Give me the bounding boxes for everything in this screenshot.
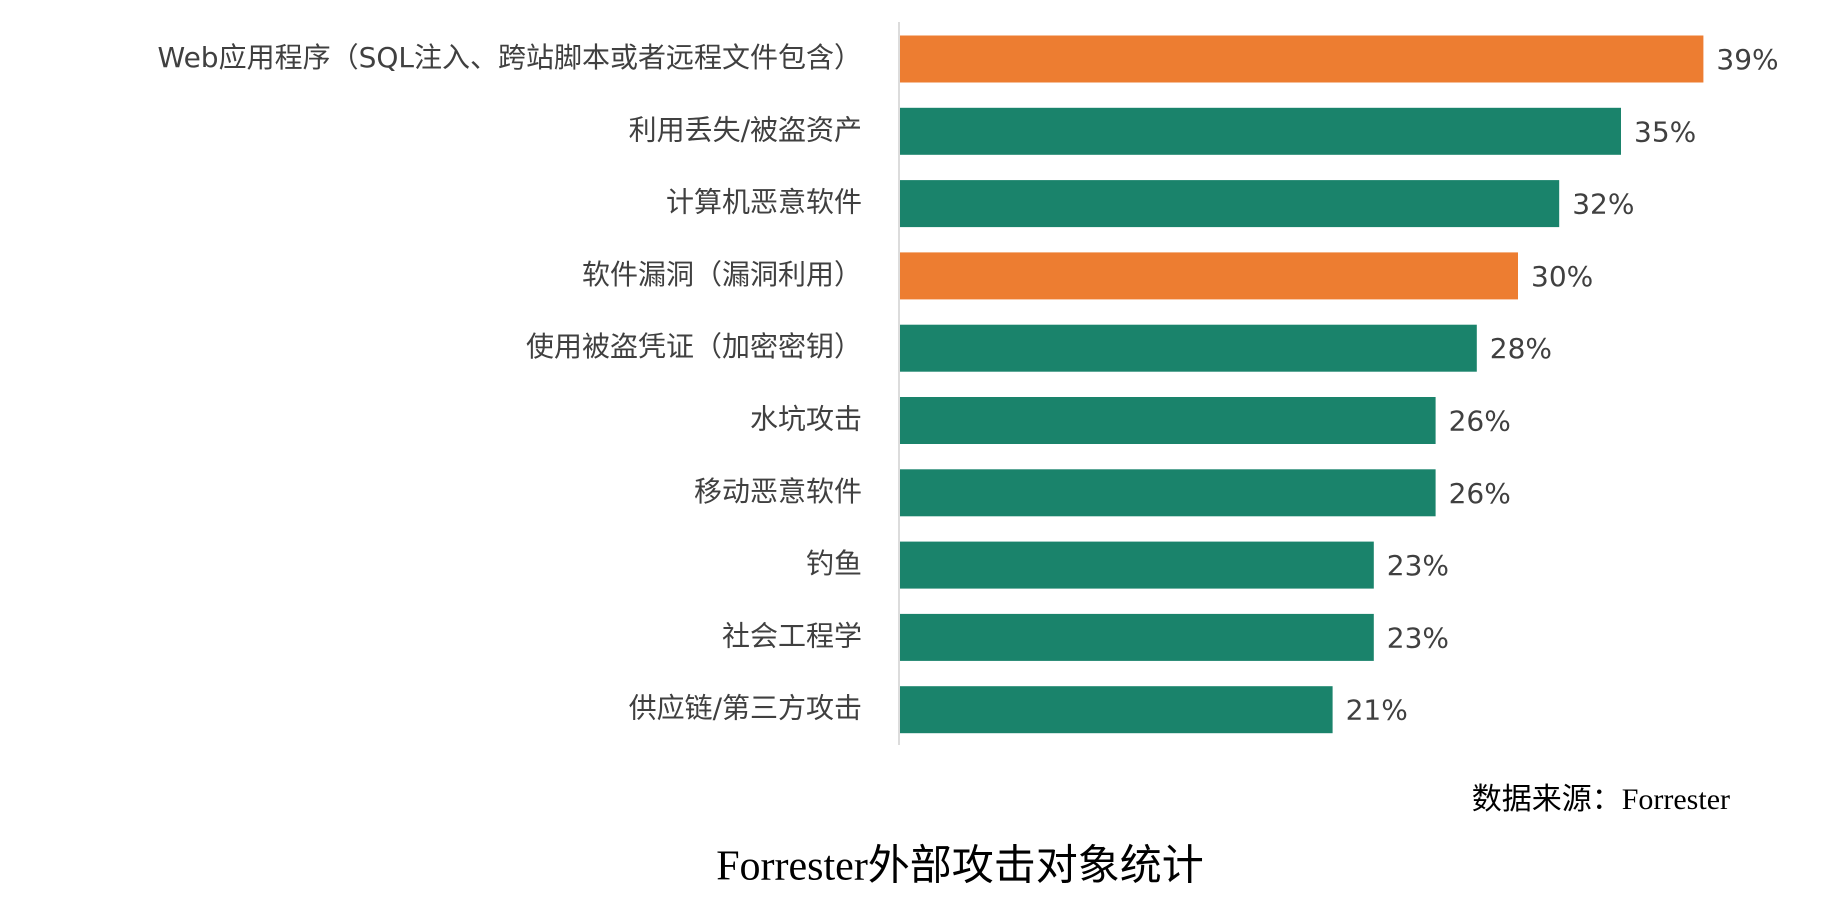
- bar: [900, 35, 1704, 83]
- category-label: 计算机恶意软件: [666, 186, 862, 219]
- value-label: 35%: [1634, 115, 1696, 148]
- category-label: 供应链/第三方攻击: [629, 692, 862, 725]
- bar: [900, 107, 1621, 155]
- bar: [900, 686, 1333, 734]
- value-label: 39%: [1716, 43, 1778, 76]
- value-label: 26%: [1449, 405, 1511, 438]
- value-label: 23%: [1387, 621, 1449, 654]
- value-label: 26%: [1449, 477, 1511, 510]
- value-label: 28%: [1490, 332, 1552, 365]
- category-label: Web应用程序（SQL注入、跨站脚本或者远程文件包含）: [158, 41, 862, 74]
- category-label: 移动恶意软件: [694, 475, 862, 508]
- bar: [900, 397, 1436, 444]
- bar: [900, 613, 1374, 661]
- category-label: 水坑攻击: [750, 403, 862, 436]
- bar: [900, 469, 1436, 517]
- bar: [900, 252, 1518, 300]
- value-label: 30%: [1531, 260, 1593, 293]
- bar: [900, 541, 1374, 589]
- category-label: 使用被盗凭证（加密密钥）: [526, 330, 862, 363]
- category-label: 钓鱼: [806, 547, 862, 580]
- value-label: 32%: [1572, 188, 1634, 221]
- source-note: 数据来源：Forrester: [1472, 783, 1730, 816]
- category-label: 社会工程学: [722, 619, 862, 652]
- bar: [900, 180, 1560, 228]
- category-label: 利用丢失/被盗资产: [629, 113, 862, 146]
- chart-title: Forrester外部攻击对象统计: [716, 844, 1204, 890]
- bar: [900, 324, 1477, 372]
- category-label: 软件漏洞（漏洞利用）: [582, 258, 862, 291]
- value-label: 21%: [1346, 694, 1408, 727]
- value-label: 23%: [1387, 549, 1449, 582]
